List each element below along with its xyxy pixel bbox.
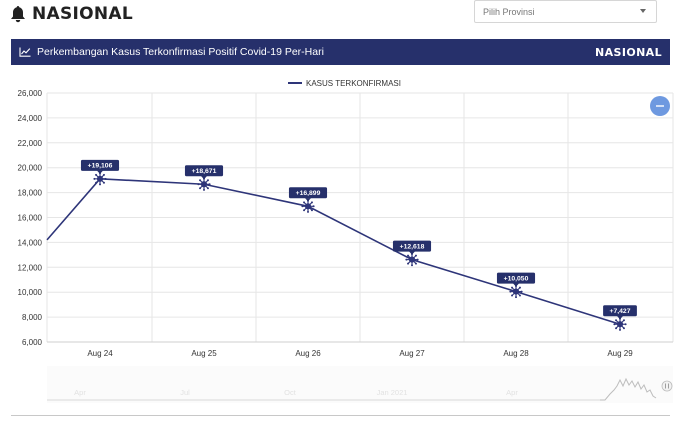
data-label: +16,899 <box>288 187 328 202</box>
page-title: NASIONAL <box>32 4 134 24</box>
province-select-placeholder: Pilih Provinsi <box>483 6 535 17</box>
x-tick-label: Aug 29 <box>607 349 633 358</box>
y-tick-label: 16,000 <box>18 214 43 223</box>
navigator-series <box>600 377 657 401</box>
virus-icon[interactable] <box>613 317 627 331</box>
navigator-label: Apr <box>74 388 86 397</box>
virus-icon[interactable] <box>405 253 419 267</box>
y-tick-label: 24,000 <box>18 114 43 123</box>
chart-header-title: Perkembangan Kasus Terkonfirmasi Positif… <box>37 46 324 58</box>
data-label-text: +12,618 <box>400 243 425 250</box>
bell-icon <box>11 6 25 23</box>
navigator-label: Oct <box>284 388 297 397</box>
line-chart-icon <box>19 47 31 57</box>
navigator-handle-icon[interactable] <box>661 380 673 392</box>
y-tick-label: 18,000 <box>18 189 43 198</box>
y-tick-label: 14,000 <box>18 238 43 247</box>
legend-label[interactable]: KASUS TERKONFIRMASI <box>306 79 401 88</box>
virus-icon[interactable] <box>301 199 315 213</box>
chart-panel: 6,000 8,000 10,000 12,000 14,000 16,000 18,000… <box>0 68 682 420</box>
virus-icon[interactable] <box>509 284 523 299</box>
legend: KASUS TERKONFIRMASI <box>288 79 401 88</box>
cases-line-chart: 6,000 8,000 10,000 12,000 14,000 16,000 18,000… <box>18 79 674 403</box>
data-label: +18,671 <box>184 165 224 180</box>
data-label-text: +7,427 <box>610 308 631 315</box>
y-tick-label: 12,000 <box>18 263 43 272</box>
grid-layer: 6,000 8,000 10,000 12,000 14,000 16,000 18,000… <box>18 89 674 358</box>
data-label: +19,106 <box>80 159 120 174</box>
y-tick-label: 8,000 <box>22 313 43 322</box>
navigator: Apr Jul Oct Jan 2021 Apr <box>47 366 673 403</box>
y-tick-label: 20,000 <box>18 164 43 173</box>
virus-icon[interactable] <box>197 177 211 191</box>
y-tick-label: 22,000 <box>18 139 43 148</box>
navigator-label: Jul <box>180 388 190 397</box>
data-label: +10,050 <box>496 272 536 287</box>
x-tick-label: Aug 25 <box>191 349 217 358</box>
data-label-text: +18,671 <box>192 168 217 175</box>
data-label: +7,427 <box>603 305 637 320</box>
data-label-layer: +19,106 +18,671 +16,899 +12,618 +10,050 +7,42… <box>80 159 637 320</box>
navigator-label: Apr <box>506 388 518 397</box>
data-label-text: +10,050 <box>504 275 529 282</box>
series-line <box>46 178 621 325</box>
chart-header: Perkembangan Kasus Terkonfirmasi Positif… <box>11 39 670 65</box>
x-tick-label: Aug 24 <box>87 349 113 358</box>
y-tick-label: 6,000 <box>22 338 43 347</box>
virus-icon[interactable] <box>93 172 107 186</box>
page-title-group: NASIONAL <box>10 3 133 25</box>
navigator-label: Jan 2021 <box>377 388 408 397</box>
x-tick-label: Aug 26 <box>295 349 321 358</box>
bottom-divider <box>11 415 670 416</box>
province-select[interactable]: Pilih Provinsi <box>474 0 657 23</box>
data-label-text: +19,106 <box>88 163 113 170</box>
x-tick-label: Aug 28 <box>503 349 529 358</box>
navigator-background[interactable] <box>47 366 673 403</box>
series-layer <box>46 172 627 331</box>
chevron-down-icon <box>640 9 646 13</box>
y-tick-label: 10,000 <box>18 288 43 297</box>
zoom-out-button[interactable] <box>650 96 670 116</box>
x-tick-label: Aug 27 <box>399 349 425 358</box>
data-label: +12,618 <box>392 240 432 255</box>
y-tick-label: 26,000 <box>18 89 43 98</box>
data-label-text: +16,899 <box>296 190 321 197</box>
chart-header-scope: NASIONAL <box>594 45 662 59</box>
